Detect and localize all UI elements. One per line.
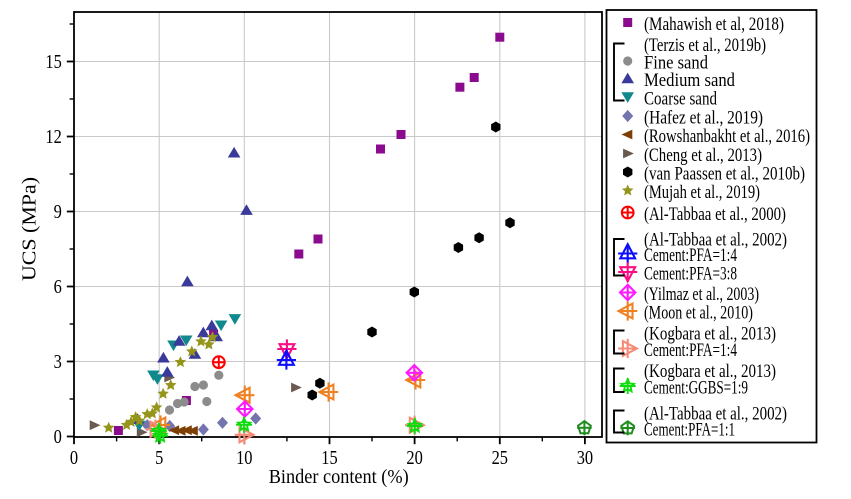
svg-text:0: 0	[54, 427, 62, 448]
svg-text:(Mahawish et al, 2018): (Mahawish et al, 2018)	[644, 15, 784, 35]
svg-text:3: 3	[54, 352, 62, 373]
svg-text:Cement:PFA=1:4: Cement:PFA=1:4	[644, 341, 737, 361]
svg-text:0: 0	[70, 448, 78, 469]
svg-text:(Al-Tabbaa et al., 2002): (Al-Tabbaa et al., 2002)	[644, 405, 787, 425]
svg-text:(Al-Tabbaa et al., 2002): (Al-Tabbaa et al., 2002)	[644, 231, 787, 251]
svg-text:Cement:PFA=1:1: Cement:PFA=1:1	[644, 421, 735, 441]
svg-text:15: 15	[45, 52, 61, 73]
svg-text:Binder content (%): Binder content (%)	[269, 466, 409, 488]
svg-text:Coarse sand: Coarse sand	[644, 90, 718, 110]
svg-text:Cement:PFA=3:8: Cement:PFA=3:8	[644, 265, 737, 285]
svg-text:12: 12	[45, 127, 61, 148]
svg-text:(Cheng et al., 2013): (Cheng et al., 2013)	[644, 146, 762, 166]
svg-text:5: 5	[155, 448, 163, 469]
svg-text:Cement:PFA=1:4: Cement:PFA=1:4	[644, 246, 737, 266]
svg-text:15: 15	[321, 448, 337, 469]
svg-text:(Al-Tabbaa et al., 2000): (Al-Tabbaa et al., 2000)	[644, 205, 786, 225]
svg-text:(Moon et al., 2010): (Moon et al., 2010)	[644, 304, 753, 324]
svg-text:(Hafez et al., 2019): (Hafez et al., 2019)	[644, 109, 763, 129]
svg-text:(Yilmaz et al., 2003): (Yilmaz et al., 2003)	[644, 285, 759, 305]
svg-text:25: 25	[492, 448, 508, 469]
svg-text:Cement:GGBS=1:9: Cement:GGBS=1:9	[644, 379, 748, 399]
svg-text:10: 10	[236, 448, 252, 469]
svg-text:Fine sand: Fine sand	[644, 54, 709, 74]
svg-text:(Kogbara et al., 2013): (Kogbara et al., 2013)	[644, 362, 776, 382]
svg-text:(Terzis et al., 2019b): (Terzis et al., 2019b)	[644, 36, 766, 56]
svg-text:20: 20	[406, 448, 422, 469]
svg-text:6: 6	[54, 277, 62, 298]
svg-text:(Mujah et al., 2019): (Mujah et al., 2019)	[644, 183, 760, 203]
svg-text:30: 30	[577, 448, 593, 469]
svg-text:(Kogbara et al., 2013): (Kogbara et al., 2013)	[644, 325, 776, 345]
svg-text:9: 9	[54, 202, 62, 223]
svg-text:Medium sand: Medium sand	[644, 71, 736, 91]
svg-text:(van Paassen et al., 2010b): (van Paassen et al., 2010b)	[644, 165, 805, 185]
svg-text:UCS (MPa): UCS (MPa)	[19, 177, 41, 281]
svg-text:(Rowshanbakht et al., 2016): (Rowshanbakht et al., 2016)	[644, 127, 810, 147]
